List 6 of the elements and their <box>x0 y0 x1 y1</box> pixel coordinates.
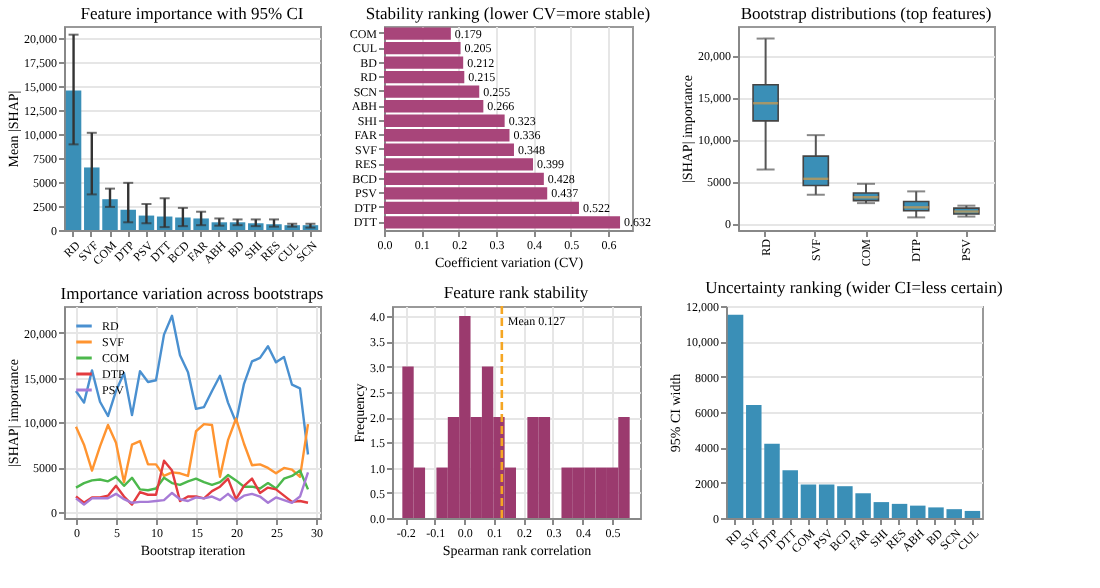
chart-title: Importance variation across bootstraps <box>60 283 324 303</box>
chart-title: Feature rank stability <box>443 281 590 302</box>
chart-title: Feature importance with 95% CI <box>80 3 304 23</box>
chart-title: Uncertainty ranking (wider CI=less certain) <box>705 277 1004 297</box>
chart-title: Bootstrap distributions (top features) <box>740 3 992 23</box>
chart-title: Stability ranking (lower CV=more stable) <box>365 3 651 23</box>
